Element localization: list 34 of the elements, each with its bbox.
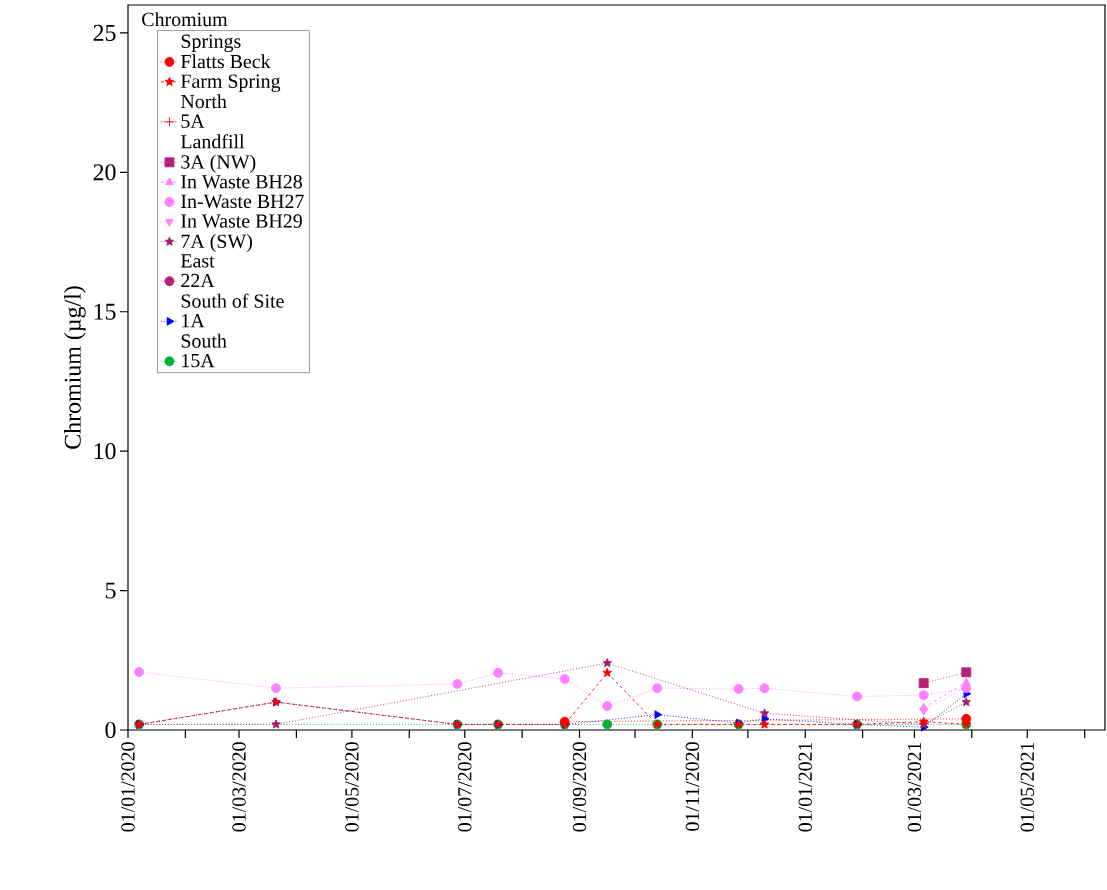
x-tick-label: 01/01/2021 (798, 742, 812, 832)
x-tick-label: 01/11/2020 (685, 742, 700, 831)
y-axis-title: Chromium (µg/l) (63, 286, 86, 449)
y-tick-label: 20 (93, 164, 116, 181)
legend-label: 7A (SW) (181, 234, 252, 253)
legend-label: Flatts Beck (180, 54, 271, 69)
x-tick-label: 01/01/2020 (121, 742, 135, 832)
y-tick-label: 15 (94, 303, 116, 320)
annotation: Springs (181, 34, 241, 53)
legend-label: In-Waste BH27 (181, 194, 304, 209)
x-tick-label: 01/07/2020 (458, 742, 472, 832)
y-tick-label: 10 (94, 443, 116, 460)
x-tick-label: 01/03/2021 (907, 742, 922, 832)
y-tick-label: 0 (105, 721, 116, 739)
legend-label: In Waste BH29 (181, 214, 302, 228)
y-tick-label: 5 (105, 582, 116, 599)
legend-label: 5A (181, 114, 205, 128)
annotation: East (180, 254, 215, 268)
x-tick-label: 01/05/2021 (1020, 742, 1035, 832)
x-tick-label: 01/03/2020 (232, 742, 246, 832)
y-tick-label: 25 (93, 24, 116, 41)
legend-label: 15A (182, 353, 215, 368)
annotation: Chromium (142, 12, 228, 27)
legend-label: 22A (181, 273, 215, 288)
annotation: North (180, 94, 227, 109)
annotation: South (181, 333, 227, 348)
x-tick-label: 01/05/2020 (345, 742, 359, 832)
legend-label: Farm Spring (180, 74, 281, 93)
legend-label: In Waste BH28 (181, 174, 302, 189)
annotation: Landfill (180, 134, 245, 149)
annotation: South of Site (181, 293, 284, 308)
legend-label: 1A (182, 314, 205, 328)
x-tick-label: 01/09/2020 (572, 742, 587, 832)
legend-label: 3A (NW) (181, 154, 256, 173)
